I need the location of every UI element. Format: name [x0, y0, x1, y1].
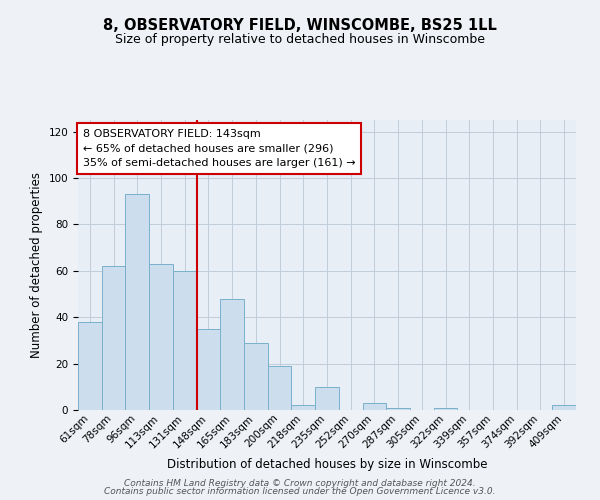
Bar [149, 264, 173, 410]
Bar [292, 406, 315, 410]
X-axis label: Distribution of detached houses by size in Winscombe: Distribution of detached houses by size … [167, 458, 487, 471]
Text: Contains public sector information licensed under the Open Government Licence v3: Contains public sector information licen… [104, 487, 496, 496]
Bar [434, 408, 457, 410]
Bar [102, 266, 125, 410]
Bar [173, 271, 197, 410]
Bar [362, 403, 386, 410]
Bar [197, 329, 220, 410]
Bar [78, 322, 102, 410]
Text: Contains HM Land Registry data © Crown copyright and database right 2024.: Contains HM Land Registry data © Crown c… [124, 478, 476, 488]
Text: 8, OBSERVATORY FIELD, WINSCOMBE, BS25 1LL: 8, OBSERVATORY FIELD, WINSCOMBE, BS25 1L… [103, 18, 497, 32]
Text: 8 OBSERVATORY FIELD: 143sqm
← 65% of detached houses are smaller (296)
35% of se: 8 OBSERVATORY FIELD: 143sqm ← 65% of det… [83, 128, 356, 168]
Y-axis label: Number of detached properties: Number of detached properties [30, 172, 43, 358]
Bar [220, 298, 244, 410]
Bar [244, 342, 268, 410]
Bar [315, 387, 339, 410]
Bar [125, 194, 149, 410]
Bar [552, 406, 576, 410]
Text: Size of property relative to detached houses in Winscombe: Size of property relative to detached ho… [115, 32, 485, 46]
Bar [268, 366, 292, 410]
Bar [386, 408, 410, 410]
